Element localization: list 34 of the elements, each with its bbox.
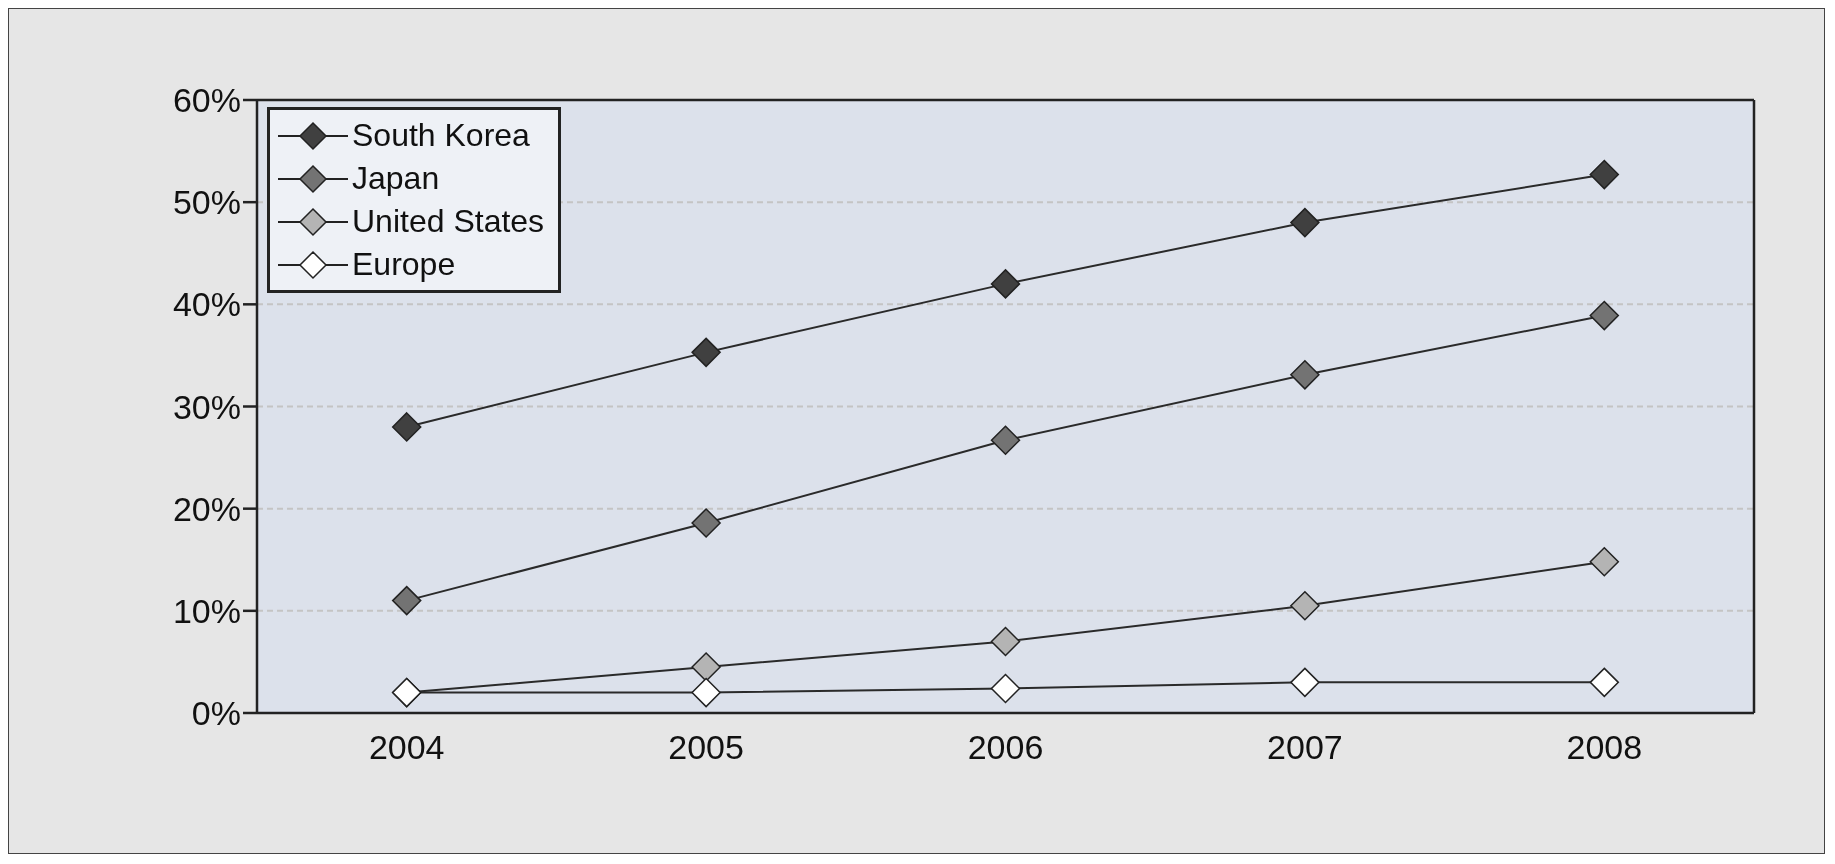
point [391, 412, 422, 442]
point [990, 673, 1021, 704]
x-tick-label: 2007 [1267, 728, 1343, 767]
point [1290, 207, 1320, 238]
y-tick-label: 0% [191, 694, 241, 733]
point [1290, 590, 1320, 621]
y-tick-label: 50% [172, 183, 241, 222]
point [691, 337, 721, 368]
point [691, 508, 721, 538]
y-tick-label: 10% [172, 591, 241, 630]
point [691, 677, 721, 708]
y-tick-label: 40% [172, 285, 241, 324]
point [990, 425, 1021, 455]
point [1589, 300, 1620, 331]
y-tick-label: 60% [172, 81, 241, 120]
point [1589, 667, 1620, 698]
y-tick-label: 30% [172, 387, 241, 426]
point [691, 652, 721, 682]
point [1589, 159, 1620, 190]
point [1290, 667, 1320, 698]
x-tick-label: 2004 [368, 728, 445, 767]
point [990, 626, 1021, 657]
legend-label: United States [352, 202, 545, 241]
x-tick-label: 2005 [668, 728, 744, 767]
legend-label: Japan [352, 159, 440, 198]
point [990, 269, 1021, 299]
x-tick-label: 2008 [1566, 728, 1643, 767]
point [391, 585, 422, 616]
legend-label: South Korea [352, 116, 530, 155]
point [1290, 360, 1320, 390]
point [1589, 547, 1620, 577]
y-tick-label: 20% [172, 489, 241, 528]
legend-label: Europe [352, 245, 456, 284]
x-tick-label: 2006 [967, 728, 1044, 767]
